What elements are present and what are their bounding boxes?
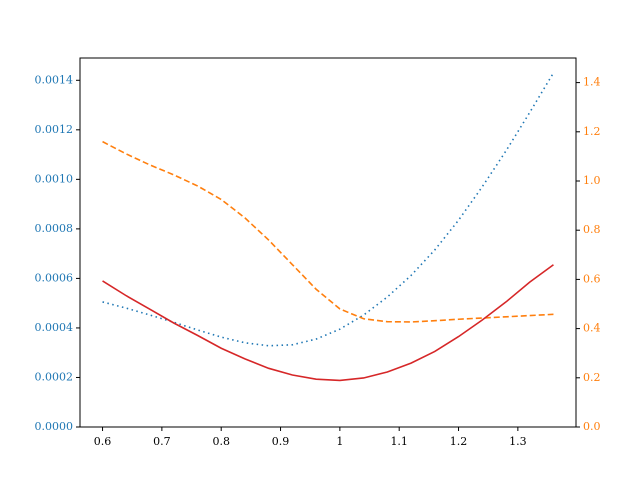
y2-tick-label: 1.0 [583,174,601,187]
x-tick-label: 0.8 [212,435,230,448]
y2-tick-label: 1.4 [583,76,601,89]
y-tick-label: 0.0006 [35,271,74,284]
data-line [102,264,554,382]
y-tick-label: 0.0008 [35,222,74,235]
y2-tick-label: 0.6 [583,272,601,285]
x-tick-label: 1.2 [450,435,468,448]
x-tick-label: 1 [336,435,343,448]
y-tick-label: 0.0002 [35,370,74,383]
y2-tick-label: 0.4 [583,322,601,335]
plot-frame [79,57,577,428]
x-tick-label: 0.7 [153,435,171,448]
x-tick-label: 1.1 [390,435,408,448]
y2-tick-label: 0.2 [583,371,601,384]
data-line [102,140,554,323]
y-tick-label: 0.0010 [35,172,74,185]
x-tick-label: 1.3 [509,435,527,448]
y2-tick-label: 0.8 [583,223,601,236]
y-tick-label: 0.0000 [35,420,74,433]
data-line [102,72,555,347]
y-tick-label: 0.0004 [35,321,74,334]
x-tick-label: 0.9 [272,435,290,448]
y-tick-label: 0.0014 [35,73,74,86]
y2-tick-label: 1.2 [583,125,601,138]
y-tick-label: 0.0012 [35,123,74,136]
y2-tick-label: 0.0 [583,420,601,433]
x-tick-label: 0.6 [94,435,112,448]
